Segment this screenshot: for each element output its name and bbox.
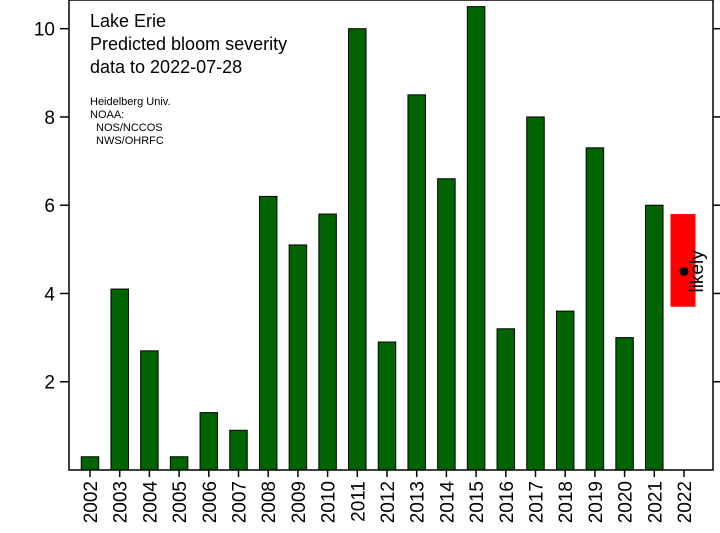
title-line: Lake Erie: [90, 11, 166, 31]
x-tick-label-2003: 2003: [111, 481, 132, 523]
bar-2020: [615, 337, 634, 471]
x-tick-label-2004: 2004: [140, 481, 161, 524]
x-tick-label-2020: 2020: [616, 481, 637, 523]
bar-2011: [348, 28, 367, 471]
x-tick-label-2008: 2008: [259, 481, 280, 523]
bar-2004: [140, 350, 159, 471]
bar-2008: [258, 195, 278, 471]
bar-2003: [110, 288, 129, 471]
x-tick-label-2021: 2021: [645, 481, 666, 523]
y-tick-label: 4: [44, 284, 55, 305]
credit-line: Heidelberg Univ.: [90, 96, 171, 108]
x-tick-label-2018: 2018: [556, 481, 577, 523]
x-tick-label-2013: 2013: [408, 481, 429, 523]
bar-2017: [526, 116, 545, 471]
bar-2010: [318, 213, 337, 471]
prediction-range: likely: [670, 214, 708, 307]
x-tick-label-2017: 2017: [527, 481, 548, 523]
bar-2021: [645, 204, 664, 471]
x-tick-label-2011: 2011: [348, 481, 369, 522]
x-axis-tick-labels: 2002 2003 2004 2005 2006 2007 2008 2009 2010 2011…: [81, 470, 696, 523]
prediction-label: likely: [687, 250, 708, 293]
x-tick-label-2005: 2005: [170, 481, 191, 523]
chart-title: Lake Erie Predicted bloom severity data to…: [90, 11, 287, 77]
title-line: data to 2022-07-28: [90, 57, 242, 77]
x-tick-label-2015: 2015: [467, 481, 488, 523]
x-tick-label-2007: 2007: [230, 481, 251, 523]
bar-2015: [466, 6, 486, 471]
bar-2019: [585, 147, 605, 471]
bars: [80, 6, 664, 471]
x-tick-label-2019: 2019: [586, 481, 607, 523]
x-tick-label-2009: 2009: [289, 481, 310, 523]
bar-2018: [555, 310, 575, 471]
x-tick-label-2002: 2002: [81, 481, 102, 523]
bar-2002: [80, 456, 100, 471]
x-tick-label-2006: 2006: [200, 481, 221, 523]
plot-frame: [68, 0, 714, 471]
title-line: Predicted bloom severity: [90, 34, 287, 54]
bar-2005: [169, 456, 189, 471]
x-tick-label-2014: 2014: [437, 481, 458, 524]
x-tick-label-2010: 2010: [319, 481, 340, 523]
bar-2012: [377, 341, 397, 471]
bar-2014: [437, 178, 456, 471]
y-tick-label: 2: [44, 373, 55, 394]
prediction-range-box: [670, 214, 696, 307]
y-tick-label: 6: [44, 196, 55, 217]
x-tick-label-2012: 2012: [378, 481, 399, 523]
bar-2006: [199, 412, 219, 471]
credit-line: NOAA:: [90, 109, 124, 121]
bar-2013: [407, 94, 426, 471]
bar-2016: [496, 328, 516, 471]
y-tick-label: 10: [34, 20, 55, 41]
credit-line: NOS/NCCOS: [96, 122, 163, 134]
credit-line: NWS/OHRFC: [96, 135, 164, 147]
y-tick-label: 8: [44, 108, 55, 129]
x-tick-label-2022: 2022: [675, 481, 696, 523]
bar-2007: [229, 429, 248, 471]
bar-2009: [288, 244, 308, 471]
prediction-point: [679, 266, 689, 276]
x-tick-label-2016: 2016: [497, 481, 518, 523]
